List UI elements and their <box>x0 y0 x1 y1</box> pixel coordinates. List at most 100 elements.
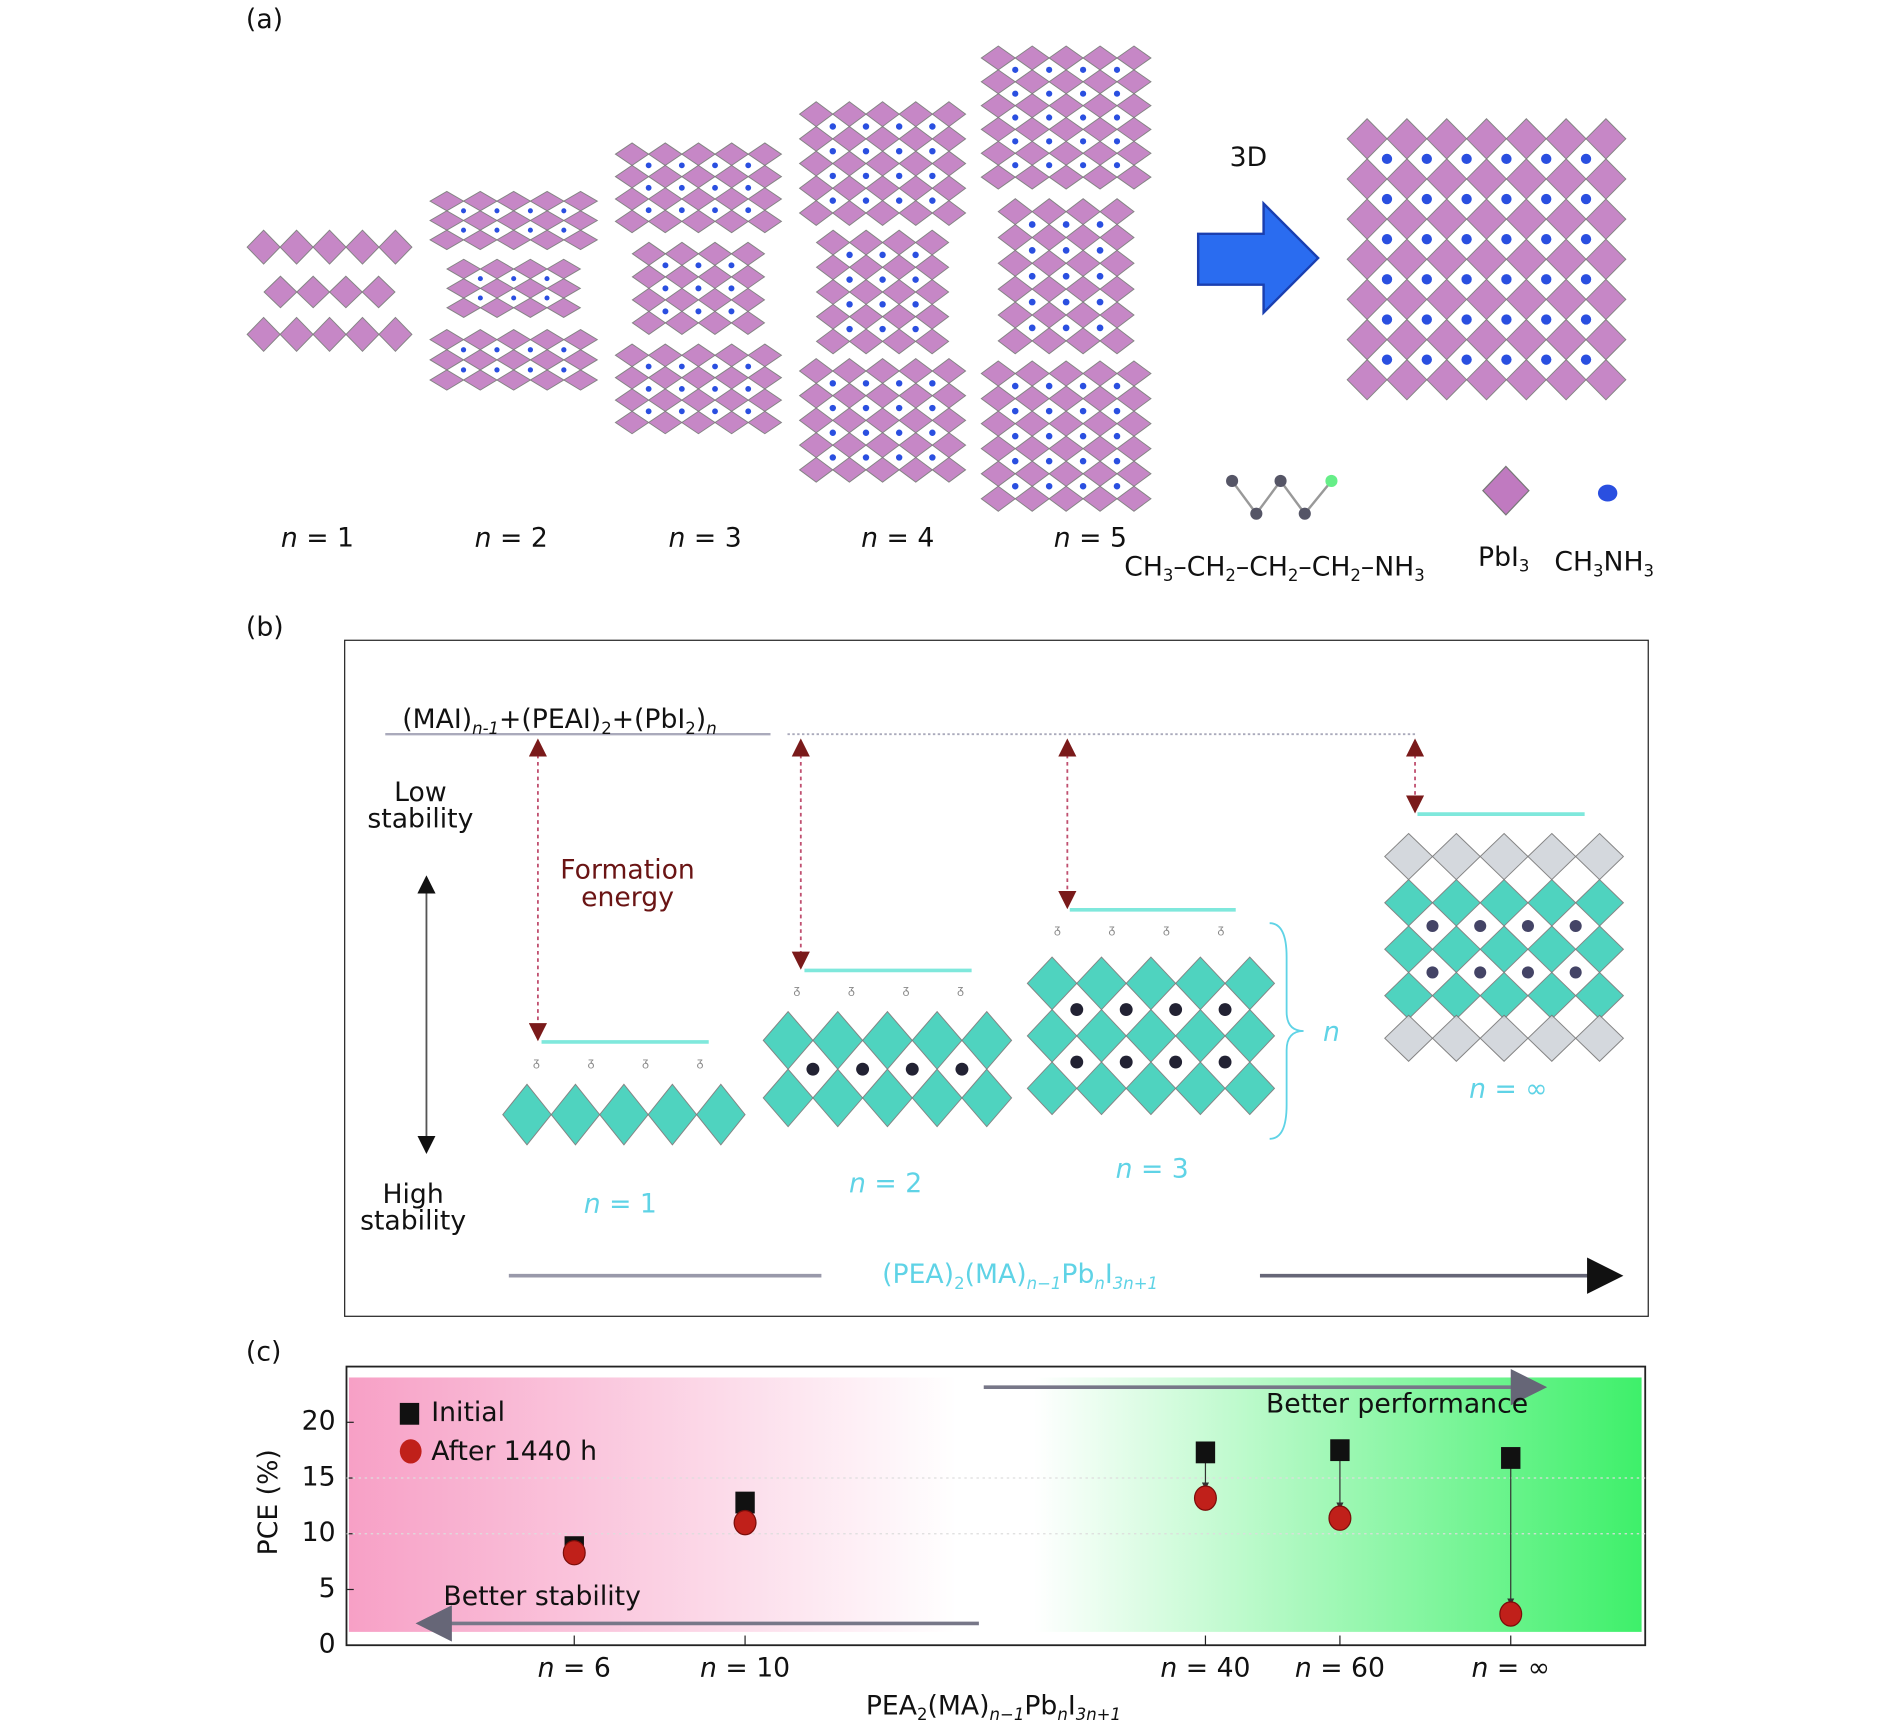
octahedron <box>246 316 281 353</box>
label-n1: n = 1 <box>583 1189 657 1220</box>
cation-icon <box>712 408 718 415</box>
pbi3-formula: PbI3 <box>1478 543 1529 577</box>
cation-icon <box>494 367 500 373</box>
cation-icon <box>862 172 870 180</box>
cation-icon <box>695 285 702 292</box>
cation-icon <box>1045 482 1053 490</box>
cation-icon <box>1046 162 1053 169</box>
cation-icon <box>1012 90 1019 97</box>
subscript: 2 <box>1350 566 1361 587</box>
octahedron <box>831 456 867 483</box>
octahedron <box>1082 164 1118 190</box>
panel-label-c: (c) <box>245 1337 282 1368</box>
cation-icon <box>728 285 735 292</box>
cation-icon <box>1079 482 1087 490</box>
structure-label-n3: n = 3 <box>669 523 742 553</box>
cation-icon <box>895 429 903 436</box>
cation-icon <box>1569 966 1582 979</box>
cation-icon <box>1541 274 1552 285</box>
cation-icon <box>862 380 870 387</box>
octahedron <box>345 316 380 353</box>
cation-icon <box>1541 354 1552 365</box>
initial-marker <box>1330 1439 1350 1462</box>
formula-text: PbI <box>1478 542 1519 574</box>
cation-icon <box>1580 153 1592 165</box>
formula-text: ) <box>695 705 707 736</box>
layered-perovskite-structures <box>246 45 1627 520</box>
cation-icon <box>678 385 685 392</box>
cation-icon <box>1381 354 1393 365</box>
cation-icon <box>678 207 685 214</box>
pbi3-octahedron-icon <box>1482 465 1530 516</box>
y-tick-label: 20 <box>301 1406 336 1437</box>
organic-spacer-icon: ᵹ <box>957 982 964 996</box>
cation-icon <box>728 262 735 269</box>
formula-text: (MA) <box>964 1259 1027 1291</box>
octahedron <box>378 316 413 353</box>
organic-spacer-icon: ᵹ <box>1163 922 1170 936</box>
cation-icon <box>1421 193 1432 205</box>
n-value: = 5 <box>1070 523 1127 554</box>
cation-icon <box>712 385 718 392</box>
cation-icon <box>1113 66 1121 73</box>
x-tick-label: n = 6 <box>537 1653 611 1684</box>
perovskite-slab <box>997 198 1135 355</box>
cation-icon <box>1461 234 1472 245</box>
octahedron <box>911 1068 963 1128</box>
cation-icon <box>879 276 886 283</box>
cation-icon <box>846 276 853 283</box>
cation-icon <box>712 363 718 370</box>
cation-icon <box>912 325 919 333</box>
formula-text: I <box>1104 1259 1113 1291</box>
n-symbol: n <box>668 523 686 554</box>
cation-icon <box>511 295 517 301</box>
cation-icon <box>829 380 836 387</box>
y-tick-label: 5 <box>318 1573 336 1605</box>
arrow-right-icon <box>1196 200 1320 316</box>
cation-icon <box>1521 919 1534 933</box>
cation-icon <box>662 262 669 269</box>
cation-icon <box>1569 919 1582 933</box>
cation-icon <box>544 276 550 282</box>
chain-formula: CH3–CH2–CH2–CH2–NH3 <box>1124 552 1424 586</box>
cation-icon <box>862 454 870 461</box>
cation-icon <box>895 123 903 130</box>
octahedron <box>1116 164 1152 190</box>
cation-icon <box>728 308 735 315</box>
cation-icon <box>1046 66 1053 73</box>
cation-icon <box>1218 1003 1232 1017</box>
cation-icon <box>1461 193 1472 205</box>
cation-icon <box>745 385 752 392</box>
initial-marker <box>1501 1447 1521 1469</box>
octahedron <box>1224 1061 1276 1116</box>
cation-icon <box>1062 272 1070 280</box>
cation-icon <box>527 367 534 373</box>
formula-text: +(PEAI) <box>499 705 602 736</box>
n-value: = 3 <box>685 523 742 554</box>
cation-icon <box>695 262 702 269</box>
octahedron <box>496 369 532 391</box>
octahedron <box>980 485 1017 512</box>
cation-icon <box>1541 153 1552 165</box>
formula-text: Pb <box>1061 1259 1095 1291</box>
x-tick-label: n = 10 <box>700 1653 791 1684</box>
formula-text: +(PbI <box>611 705 686 736</box>
octahedron <box>695 1083 746 1146</box>
octahedron <box>1527 1014 1577 1062</box>
octahedron <box>798 456 834 483</box>
cation-icon <box>1113 407 1121 415</box>
cation-icon <box>829 429 836 436</box>
cation-icon <box>829 454 836 461</box>
octahedron <box>1505 358 1547 401</box>
ch3nh3-ball-icon <box>1597 484 1618 502</box>
octahedron <box>1465 358 1508 401</box>
cation-icon <box>1580 314 1592 325</box>
x-tick-label: n = 40 <box>1160 1653 1251 1684</box>
perovskite-slab <box>798 357 967 483</box>
cation-icon <box>477 276 483 282</box>
cation-icon <box>1169 1003 1183 1017</box>
cation-icon <box>1046 114 1053 121</box>
formula-text: (MAI) <box>402 705 473 736</box>
cation-icon <box>1521 966 1534 979</box>
